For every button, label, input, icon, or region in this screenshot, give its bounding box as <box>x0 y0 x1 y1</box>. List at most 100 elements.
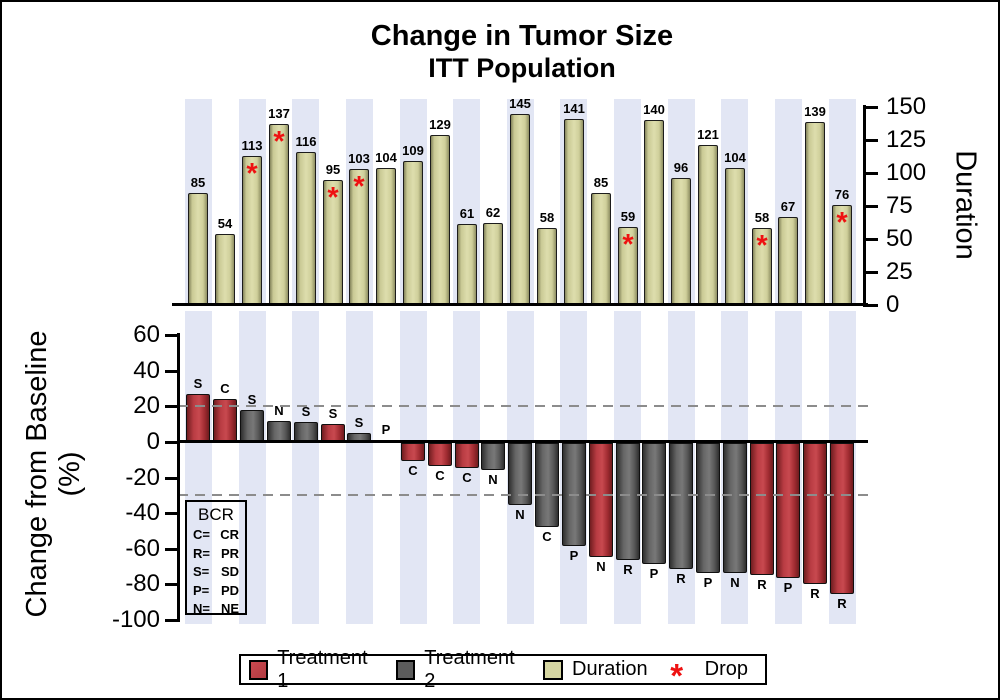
background-band <box>292 311 319 624</box>
chart-title-line2: ITT Population <box>428 53 616 83</box>
baseline-axis-line <box>177 333 180 622</box>
bcr-code: P= <box>193 582 210 598</box>
waterfall-bar <box>186 394 210 442</box>
background-band <box>400 311 427 624</box>
waterfall-bar <box>240 410 264 442</box>
waterfall-bar <box>830 443 854 594</box>
drop-asterisk: * <box>756 230 768 262</box>
legend-item-treatment2: Treatment 2 <box>396 647 526 693</box>
baseline-axis-tick-label: -60 <box>125 535 160 562</box>
waterfall-bar <box>294 422 318 442</box>
duration-value-label: 96 <box>673 160 689 175</box>
response-letter: N <box>515 507 525 522</box>
baseline-axis-tick-label: -100 <box>111 606 160 633</box>
duration-bar <box>698 145 718 305</box>
waterfall-bar <box>803 443 827 584</box>
reference-line <box>178 494 874 496</box>
response-letter: N <box>730 575 740 590</box>
duration-axis-tick-label: 150 <box>886 93 927 120</box>
legend-item-duration: Duration <box>543 658 648 681</box>
bcr-legend-box: BCR C= CR R= PR S= SD P= PD N= NE <box>185 500 247 616</box>
zero-line <box>178 440 868 443</box>
bcr-label: CR <box>220 527 239 542</box>
baseline-axis-tick-label: 40 <box>133 357 160 384</box>
duration-value-label: 129 <box>429 117 451 132</box>
response-letter: C <box>435 468 445 483</box>
duration-axis-tick-label: 0 <box>886 291 900 318</box>
duration-bar <box>457 224 477 305</box>
waterfall-bar <box>616 443 640 560</box>
reference-line <box>178 405 874 407</box>
bcr-label: PR <box>220 545 239 561</box>
waterfall-bar <box>723 443 747 573</box>
duration-bar <box>188 193 208 305</box>
response-letter: S <box>354 415 364 430</box>
bcr-code: N= <box>193 601 210 616</box>
baseline-axis-tick <box>165 441 178 444</box>
response-letter: R <box>810 586 820 601</box>
duration-bar <box>215 234 235 305</box>
waterfall-bar <box>589 443 613 557</box>
bcr-legend-entry: C= CR <box>187 526 245 545</box>
duration-axis-tick <box>863 106 878 109</box>
response-letter: P <box>649 566 659 581</box>
duration-value-label: 104 <box>724 150 746 165</box>
treatment1-swatch-icon <box>249 659 269 680</box>
chart-title-line1: Change in Tumor Size <box>370 20 674 52</box>
duration-bar <box>564 119 584 305</box>
duration-axis-tick <box>863 238 878 241</box>
baseline-axis-tick <box>165 512 178 515</box>
duration-bar <box>805 122 825 305</box>
duration-axis-tick-label: 125 <box>886 126 927 153</box>
legend-label-treatment1: Treatment 1 <box>277 646 368 692</box>
drop-asterisk-icon: * <box>670 656 684 694</box>
drop-asterisk: * <box>353 171 365 203</box>
duration-axis-tick-label: 75 <box>886 192 913 219</box>
baseline-axis-tick <box>165 548 178 551</box>
response-letter: C <box>462 470 472 485</box>
baseline-axis-tick <box>165 477 178 480</box>
response-letter: S <box>328 406 338 421</box>
duration-bar <box>510 114 530 305</box>
legend-item-treatment1: Treatment 1 <box>249 647 379 693</box>
drop-asterisk: * <box>836 207 848 239</box>
bcr-code: R= <box>193 545 210 561</box>
baseline-axis-label: Change from Baseline (%) <box>21 331 87 618</box>
duration-value-label: 58 <box>754 210 770 225</box>
baseline-axis-tick <box>165 405 178 408</box>
baseline-axis-label-line1: Change from Baseline <box>21 330 53 618</box>
legend-item-drop: * Drop <box>665 656 748 694</box>
duration-value-label: 85 <box>190 175 206 190</box>
duration-value-label: 109 <box>402 143 424 158</box>
duration-axis-tick-label: 100 <box>886 159 927 186</box>
duration-axis-tick <box>863 172 878 175</box>
waterfall-bar <box>642 443 666 564</box>
duration-axis-tick-label: 50 <box>886 225 913 252</box>
response-letter: R <box>676 571 686 586</box>
duration-axis-tick <box>863 304 878 307</box>
bcr-code: S= <box>193 564 210 579</box>
response-letter: R <box>623 562 633 577</box>
baseline-axis-tick-label: 60 <box>133 321 160 348</box>
duration-value-label: 103 <box>348 151 370 166</box>
waterfall-bar <box>696 443 720 573</box>
bcr-legend-entry: N= NE <box>187 600 245 619</box>
baseline-axis-tick <box>165 334 178 337</box>
response-letter: P <box>569 548 579 563</box>
duration-bar <box>483 223 503 305</box>
baseline-axis-tick <box>165 583 178 586</box>
drop-asterisk: * <box>273 126 285 158</box>
waterfall-bar <box>750 443 774 575</box>
response-letter: C <box>220 381 230 396</box>
response-letter: P <box>783 580 793 595</box>
baseline-axis-tick <box>165 370 178 373</box>
bcr-label: SD <box>220 564 239 579</box>
waterfall-bar <box>669 443 693 569</box>
duration-axis-label: Duration <box>949 150 982 260</box>
duration-value-label: 62 <box>485 205 501 220</box>
waterfall-bar <box>428 443 452 466</box>
duration-value-label: 95 <box>325 162 341 177</box>
duration-value-label: 61 <box>459 206 475 221</box>
bcr-label: NE <box>220 601 239 616</box>
